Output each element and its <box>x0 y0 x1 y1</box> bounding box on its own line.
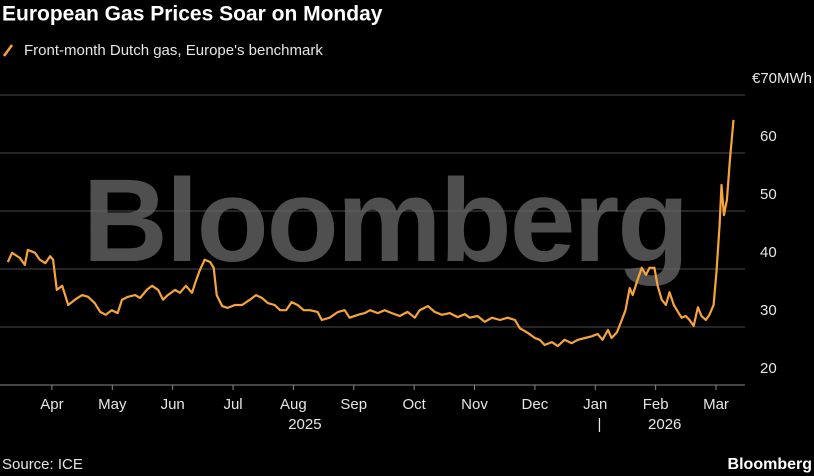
x-tick-label: Aug <box>280 396 307 413</box>
x-year-label: | <box>598 416 602 433</box>
y-tick-label: 50 <box>760 186 777 203</box>
y-tick-label: 30 <box>760 302 777 319</box>
x-tick-label: Jan <box>583 396 607 413</box>
x-tick-label: Nov <box>461 396 488 413</box>
source: Source: ICE <box>2 456 83 473</box>
x-tick-label: May <box>98 396 127 413</box>
price-line <box>6 119 735 348</box>
y-tick-label: 20 <box>760 360 777 377</box>
legend-label: Front-month Dutch gas, Europe's benchmar… <box>24 42 323 59</box>
x-year-label: 2025 <box>288 416 321 433</box>
x-tick-label: Sep <box>340 396 367 413</box>
chart-title: European Gas Prices Soar on Monday <box>2 3 383 26</box>
y-tick-label: 40 <box>760 244 777 261</box>
y-tick-label: €70MWh <box>752 70 812 87</box>
legend-swatch <box>2 44 14 57</box>
x-year-label: 2026 <box>648 416 681 433</box>
x-tick-label: Jun <box>161 396 185 413</box>
watermark: Bloomberg <box>83 155 688 287</box>
brand: Bloomberg <box>728 456 812 473</box>
x-tick-label: Apr <box>40 396 63 413</box>
y-tick-label: 60 <box>760 128 777 145</box>
x-tick-label: Oct <box>402 396 426 413</box>
x-tick-label: Mar <box>703 396 729 413</box>
x-tick-label: Dec <box>522 396 549 413</box>
x-tick-label: Feb <box>643 396 669 413</box>
x-tick-label: Jul <box>223 396 242 413</box>
